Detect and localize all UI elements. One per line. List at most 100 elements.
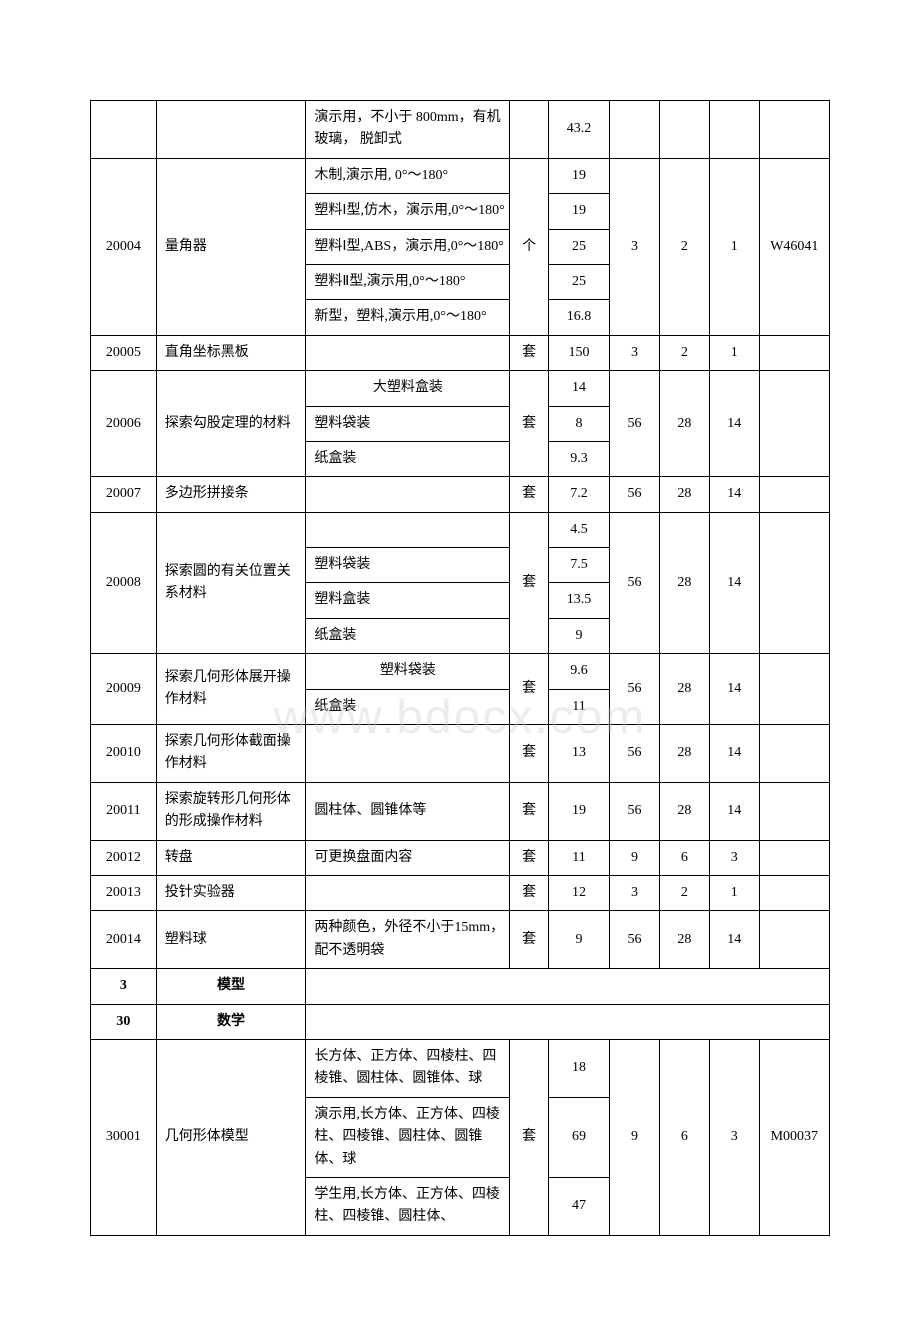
cell-price: 19 [548, 158, 609, 193]
table-container: www.bdocx.com 演示用，不小于 800mm，有机玻璃， 脱卸式43.… [90, 100, 830, 1236]
cell-price: 19 [548, 782, 609, 840]
cell-unit [510, 101, 549, 159]
cell-spec: 学生用,长方体、正方体、四棱柱、四棱锥、圆柱体、 [306, 1177, 510, 1235]
cell-q1: 56 [610, 371, 660, 477]
cell-name [156, 101, 306, 159]
header-name: 数学 [156, 1004, 306, 1039]
table-row: 20014塑料球两种颜色，外径不小于15mm，配不透明袋套9562814 [91, 911, 830, 969]
cell-spec: 塑料袋装 [306, 406, 510, 441]
cell-q2: 28 [659, 512, 709, 654]
cell-q2: 28 [659, 371, 709, 477]
cell-spec: 新型，塑料,演示用,0°～180° [306, 300, 510, 335]
cell-q3: 1 [709, 875, 759, 910]
cell-unit: 套 [510, 725, 549, 783]
cell-spec: 塑料Ⅰ型,仿木，演示用,0°～180° [306, 194, 510, 229]
cell-code: 20011 [91, 782, 157, 840]
cell-price: 11 [548, 689, 609, 724]
cell-price: 47 [548, 1177, 609, 1235]
cell-price: 25 [548, 229, 609, 264]
cell-q3: 1 [709, 158, 759, 335]
cell-ref: M00037 [759, 1039, 829, 1235]
cell-q2: 28 [659, 782, 709, 840]
cell-spec [306, 335, 510, 370]
cell-code: 30001 [91, 1039, 157, 1235]
cell-spec: 大塑料盒装 [306, 371, 510, 406]
cell-name: 探索圆的有关位置关系材料 [156, 512, 306, 654]
cell-ref [759, 371, 829, 477]
cell-q2: 28 [659, 911, 709, 969]
cell-q1: 56 [610, 725, 660, 783]
cell-q1: 56 [610, 512, 660, 654]
cell-price: 13.5 [548, 583, 609, 618]
header-blank [306, 969, 830, 1004]
cell-code: 20013 [91, 875, 157, 910]
equipment-table: 演示用，不小于 800mm，有机玻璃， 脱卸式43.220004量角器木制,演示… [90, 100, 830, 1236]
cell-price: 9.6 [548, 654, 609, 689]
cell-code: 20009 [91, 654, 157, 725]
table-row: 20008探索圆的有关位置关系材料套4.5562814 [91, 512, 830, 547]
cell-price: 12 [548, 875, 609, 910]
cell-ref [759, 101, 829, 159]
cell-price: 18 [548, 1039, 609, 1097]
cell-ref [759, 875, 829, 910]
cell-price: 4.5 [548, 512, 609, 547]
cell-q2: 2 [659, 875, 709, 910]
cell-price: 19 [548, 194, 609, 229]
cell-ref [759, 654, 829, 725]
cell-unit: 套 [510, 371, 549, 477]
cell-unit: 套 [510, 911, 549, 969]
cell-name: 转盘 [156, 840, 306, 875]
section-header-row: 3模型 [91, 969, 830, 1004]
cell-q3: 14 [709, 782, 759, 840]
table-row: 20007多边形拼接条套7.2562814 [91, 477, 830, 512]
cell-spec: 两种颜色，外径不小于15mm，配不透明袋 [306, 911, 510, 969]
cell-price: 9 [548, 911, 609, 969]
cell-price: 69 [548, 1097, 609, 1177]
cell-price: 7.5 [548, 548, 609, 583]
cell-name: 直角坐标黑板 [156, 335, 306, 370]
cell-code: 20005 [91, 335, 157, 370]
cell-unit: 套 [510, 512, 549, 654]
cell-price: 13 [548, 725, 609, 783]
cell-q1: 9 [610, 1039, 660, 1235]
cell-spec: 纸盒装 [306, 618, 510, 653]
cell-q2: 6 [659, 1039, 709, 1235]
table-row: 20006探索勾股定理的材料大塑料盒装套14562814 [91, 371, 830, 406]
cell-code [91, 101, 157, 159]
cell-spec [306, 477, 510, 512]
cell-code: 20014 [91, 911, 157, 969]
cell-q3: 14 [709, 477, 759, 512]
cell-q3: 14 [709, 725, 759, 783]
cell-ref [759, 477, 829, 512]
cell-name: 塑料球 [156, 911, 306, 969]
cell-q2: 28 [659, 477, 709, 512]
table-row: 演示用，不小于 800mm，有机玻璃， 脱卸式43.2 [91, 101, 830, 159]
cell-name: 投针实验器 [156, 875, 306, 910]
cell-code: 20008 [91, 512, 157, 654]
cell-q1: 56 [610, 782, 660, 840]
cell-price: 14 [548, 371, 609, 406]
table-row: 20012转盘可更换盘面内容套11963 [91, 840, 830, 875]
cell-spec: 纸盒装 [306, 689, 510, 724]
cell-name: 探索几何形体截面操作材料 [156, 725, 306, 783]
cell-spec: 塑料盒装 [306, 583, 510, 618]
cell-price: 7.2 [548, 477, 609, 512]
header-blank [306, 1004, 830, 1039]
cell-spec: 可更换盘面内容 [306, 840, 510, 875]
cell-ref [759, 911, 829, 969]
cell-price: 8 [548, 406, 609, 441]
cell-unit: 个 [510, 158, 549, 335]
cell-code: 20010 [91, 725, 157, 783]
cell-q1: 3 [610, 875, 660, 910]
cell-q3: 3 [709, 840, 759, 875]
table-row: 20010探索几何形体截面操作材料套13562814 [91, 725, 830, 783]
cell-price: 9 [548, 618, 609, 653]
cell-spec: 圆柱体、圆锥体等 [306, 782, 510, 840]
cell-name: 量角器 [156, 158, 306, 335]
cell-q3: 14 [709, 654, 759, 725]
cell-ref [759, 335, 829, 370]
cell-name: 探索勾股定理的材料 [156, 371, 306, 477]
cell-ref [759, 840, 829, 875]
cell-q3: 1 [709, 335, 759, 370]
cell-spec: 演示用，不小于 800mm，有机玻璃， 脱卸式 [306, 101, 510, 159]
